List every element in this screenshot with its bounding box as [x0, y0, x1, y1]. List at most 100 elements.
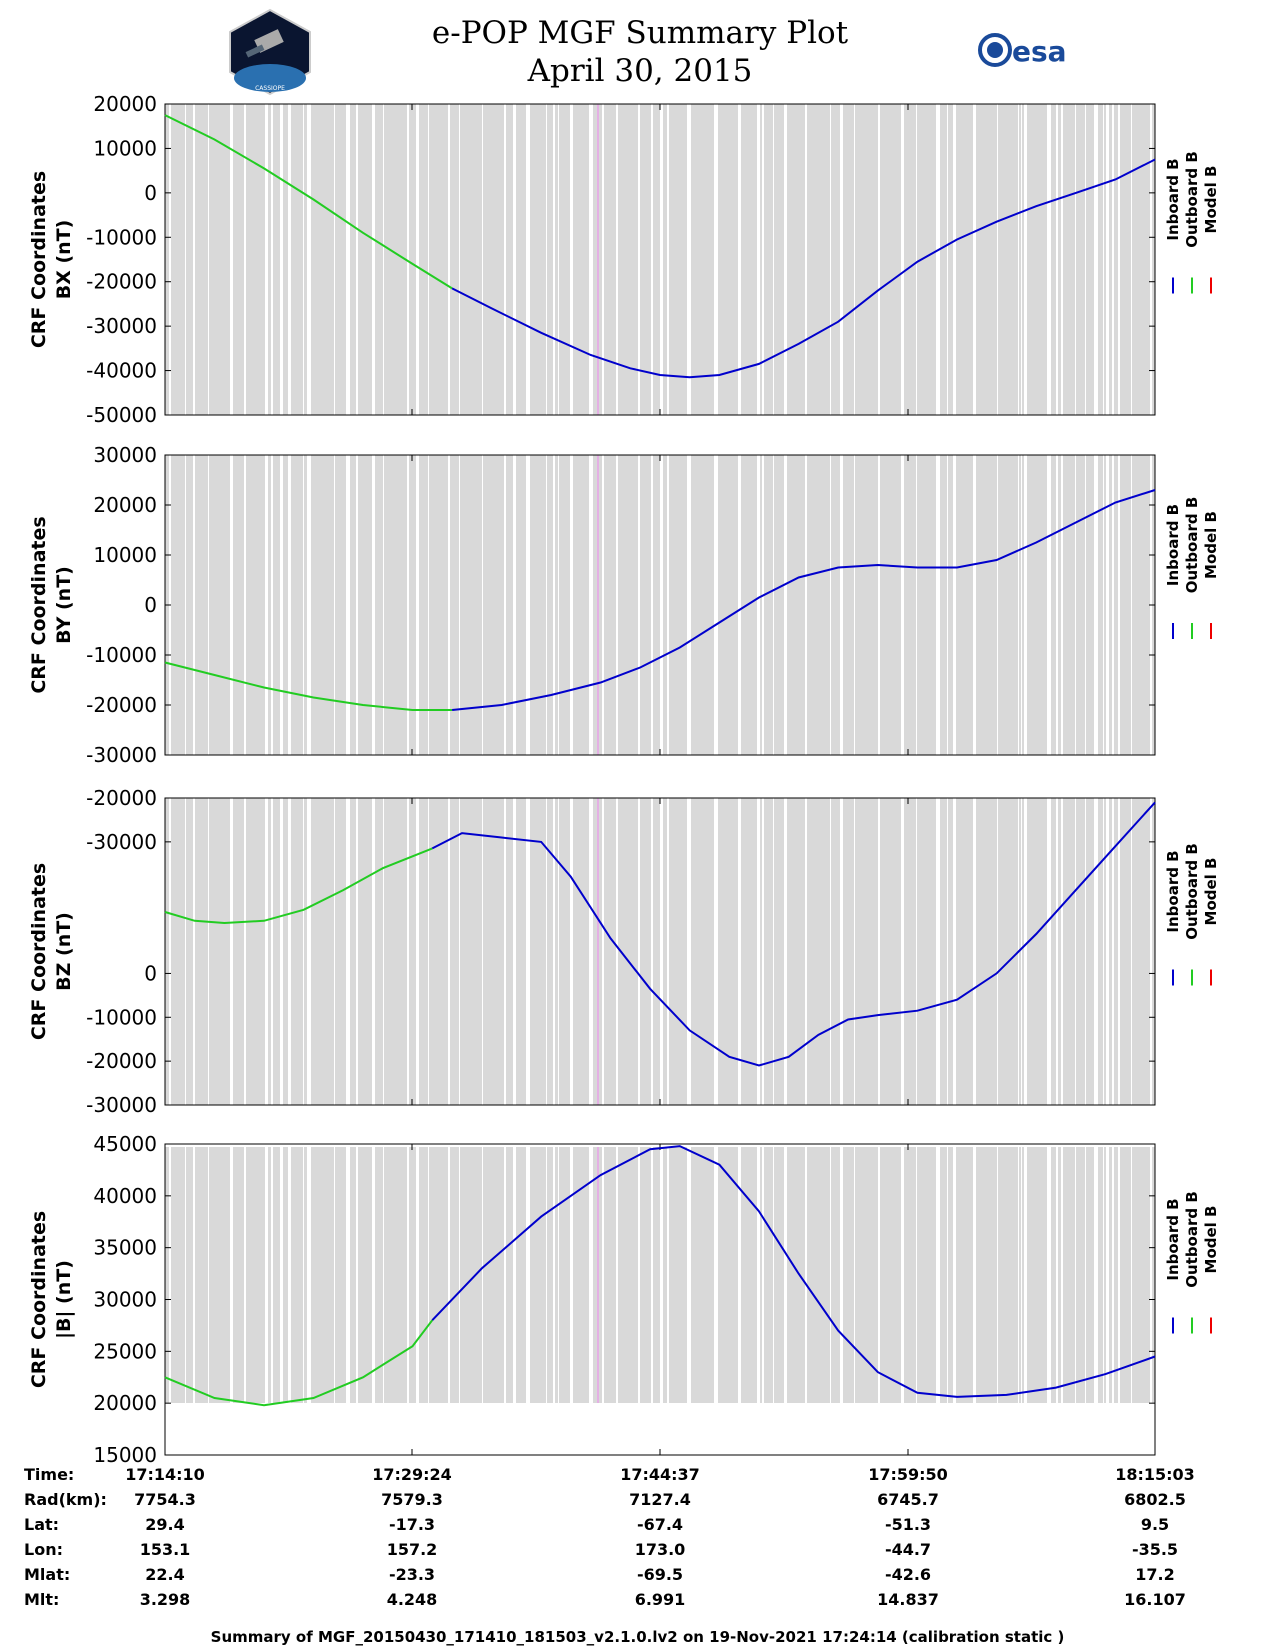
y-tick-label: 20000 [93, 493, 157, 517]
data-gap [784, 798, 787, 1105]
data-gap [193, 455, 195, 755]
data-gap [1106, 1147, 1109, 1403]
data-gap [1094, 455, 1098, 755]
data-gap [407, 1147, 409, 1403]
data-gap [526, 1147, 530, 1403]
data-gap [1094, 1147, 1098, 1403]
y-tick-label: 40000 [93, 1184, 157, 1208]
data-gap [840, 455, 843, 755]
data-gap [1021, 455, 1022, 755]
data-gap [407, 798, 409, 1105]
data-gap [356, 798, 358, 1105]
data-gap [738, 798, 741, 1105]
data-gap [667, 798, 669, 1105]
y-axis-label: BX (nT) [53, 220, 75, 300]
data-gap [504, 104, 506, 415]
data-gap [805, 1147, 807, 1403]
data-gap [448, 104, 450, 415]
data-gap [193, 798, 195, 1105]
svg-text:CASSIOPE: CASSIOPE [255, 85, 285, 92]
data-gap [1094, 104, 1098, 415]
data-gap [1112, 798, 1114, 1105]
data-gap [638, 798, 640, 1105]
data-gap [1018, 455, 1019, 755]
info-row-value: 7579.3 [381, 1490, 443, 1509]
data-gap [546, 104, 547, 415]
data-gap [854, 104, 855, 415]
data-gap [459, 455, 460, 755]
data-gap [482, 104, 483, 415]
data-gap [244, 798, 246, 1105]
y-tick-label: 30000 [93, 1288, 157, 1312]
data-gap [244, 455, 246, 755]
data-gap [346, 1147, 350, 1403]
data-gap [738, 455, 741, 755]
info-row-value: -44.7 [884, 1540, 932, 1559]
title-block: e-POP MGF Summary Plot April 30, 2015 [400, 14, 880, 90]
data-gap [570, 104, 573, 415]
y-axis-label: CRF Coordinates [28, 1211, 50, 1388]
data-gap [208, 1147, 209, 1403]
info-row-value: 17:29:24 [372, 1465, 452, 1484]
inboard-series-line [451, 489, 1156, 711]
data-gap [589, 798, 593, 1105]
data-gap [714, 104, 718, 415]
data-gap [1150, 798, 1152, 1105]
y-tick-label: -10000 [86, 643, 157, 667]
data-gap [602, 104, 604, 415]
info-row-label: Rad(km): [24, 1490, 107, 1509]
data-gap [1047, 455, 1051, 755]
data-gap [973, 1147, 976, 1403]
data-gap [553, 1147, 555, 1403]
data-gap [1150, 104, 1152, 415]
outboard-series-line [164, 847, 433, 925]
y-tick-label: 15000 [93, 1443, 157, 1467]
data-gap [208, 455, 209, 755]
y-axis-label: CRF Coordinates [28, 171, 50, 348]
data-gap [602, 455, 604, 755]
data-gap [1112, 104, 1114, 415]
data-gap [638, 1147, 640, 1403]
y-axis-label: CRF Coordinates [28, 516, 50, 693]
y-tick-label: 20000 [93, 92, 157, 116]
info-row-value: 6802.5 [1124, 1490, 1186, 1509]
legend-label: Model B [1202, 511, 1220, 579]
data-gap [513, 455, 516, 755]
data-gap [185, 104, 186, 415]
data-gap [757, 455, 760, 755]
data-gap [1061, 455, 1063, 755]
data-gap [651, 1147, 653, 1403]
data-gap [997, 1147, 998, 1403]
data-gap [356, 455, 358, 755]
data-gap [947, 104, 948, 415]
info-row-value: 6745.7 [877, 1490, 939, 1509]
info-row-value: 29.4 [145, 1515, 185, 1534]
data-gap [916, 798, 917, 1105]
data-gap [714, 1147, 718, 1403]
data-gap [901, 104, 904, 415]
data-gap [346, 455, 350, 755]
data-gap [1118, 455, 1120, 755]
y-tick-label: -20000 [86, 693, 157, 717]
data-gap [428, 455, 429, 755]
data-gap [372, 798, 375, 1105]
data-gap [687, 104, 691, 415]
y-tick-label: -20000 [86, 1049, 157, 1073]
data-gap [504, 798, 506, 1105]
info-row-value: 7754.3 [134, 1490, 196, 1509]
legend-label: Outboard B [1183, 843, 1201, 940]
data-gap [303, 455, 304, 755]
data-gap [356, 1147, 358, 1403]
data-gap [878, 798, 880, 1105]
data-gap [854, 1147, 855, 1403]
data-gap [840, 1147, 843, 1403]
data-gap [1103, 104, 1104, 415]
data-gap [1075, 1147, 1076, 1403]
data-gap [244, 104, 246, 415]
data-gap [936, 1147, 940, 1403]
data-gap [208, 798, 209, 1105]
data-gap [265, 798, 268, 1105]
info-row-value: 9.5 [1140, 1515, 1170, 1534]
data-gap [1061, 1147, 1063, 1403]
legend-label: Outboard B [1183, 151, 1201, 248]
